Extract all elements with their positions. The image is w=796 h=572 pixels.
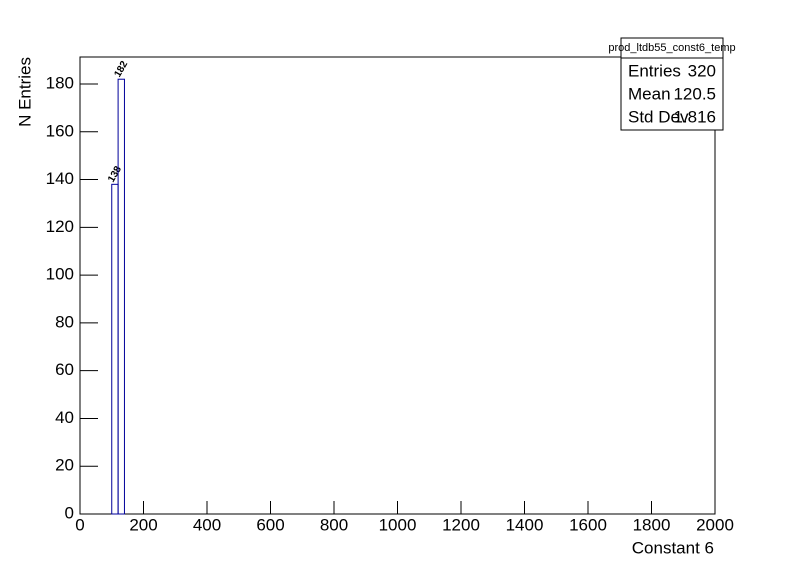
x-tick-label: 600 bbox=[256, 515, 284, 534]
x-axis-label: Constant 6 bbox=[632, 538, 714, 557]
y-tick-label: 100 bbox=[46, 265, 74, 284]
stats-box bbox=[620, 57, 724, 131]
stats-value: 120.5 bbox=[673, 84, 716, 103]
stats-value: 320 bbox=[688, 61, 716, 80]
y-tick-label: 20 bbox=[55, 456, 74, 475]
stats-label: Entries bbox=[628, 61, 681, 80]
x-tick-label: 200 bbox=[129, 515, 157, 534]
stats-label: Mean bbox=[628, 84, 671, 103]
stats-label: Std Dev bbox=[628, 107, 689, 126]
y-tick-label: 160 bbox=[46, 121, 74, 140]
y-tick-label: 140 bbox=[46, 169, 74, 188]
y-axis-label: N Entries bbox=[15, 57, 34, 127]
bar bbox=[117, 78, 125, 515]
x-tick-label: 400 bbox=[193, 515, 221, 534]
x-tick-label: 0 bbox=[75, 515, 84, 534]
y-tick-label: 80 bbox=[55, 312, 74, 331]
y-tick-label: 120 bbox=[46, 217, 74, 236]
x-tick-label: 800 bbox=[320, 515, 348, 534]
y-tick-label: 40 bbox=[55, 408, 74, 427]
stats-value: 1.816 bbox=[673, 107, 716, 126]
x-tick-label: 1800 bbox=[633, 515, 671, 534]
x-tick-label: 2000 bbox=[696, 515, 734, 534]
x-tick-label: 1200 bbox=[442, 515, 480, 534]
x-tick-label: 1400 bbox=[506, 515, 544, 534]
y-tick-label: 180 bbox=[46, 73, 74, 92]
stats-title: prod_ltdb55_const6_temp bbox=[608, 42, 735, 54]
y-tick-label: 0 bbox=[65, 503, 74, 522]
x-tick-label: 1000 bbox=[379, 515, 417, 534]
y-tick-label: 60 bbox=[55, 360, 74, 379]
x-tick-label: 1600 bbox=[569, 515, 607, 534]
